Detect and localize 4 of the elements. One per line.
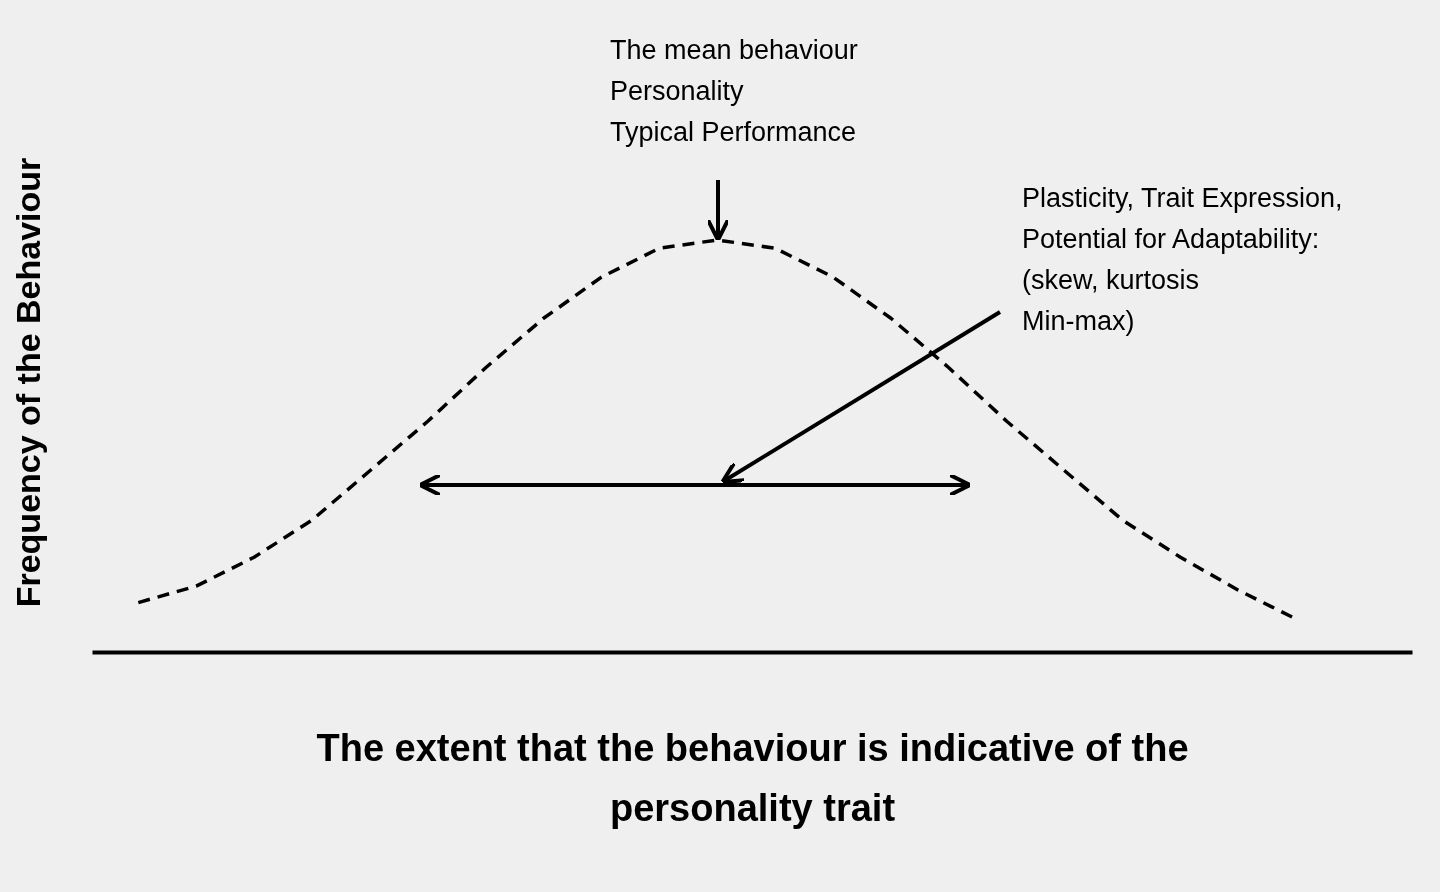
x-axis-title: The extent that the behaviour is indicative of the personality trait xyxy=(316,726,1189,829)
text: The mean behaviour Personality Typical Performance xyxy=(610,34,858,149)
y-axis-title: Frequency of the Behaviour xyxy=(8,157,47,608)
annotation: Plasticity, Trait Expression, Potential for Adaptability: (skew, kurtosis Min-max) xyxy=(1022,182,1343,338)
